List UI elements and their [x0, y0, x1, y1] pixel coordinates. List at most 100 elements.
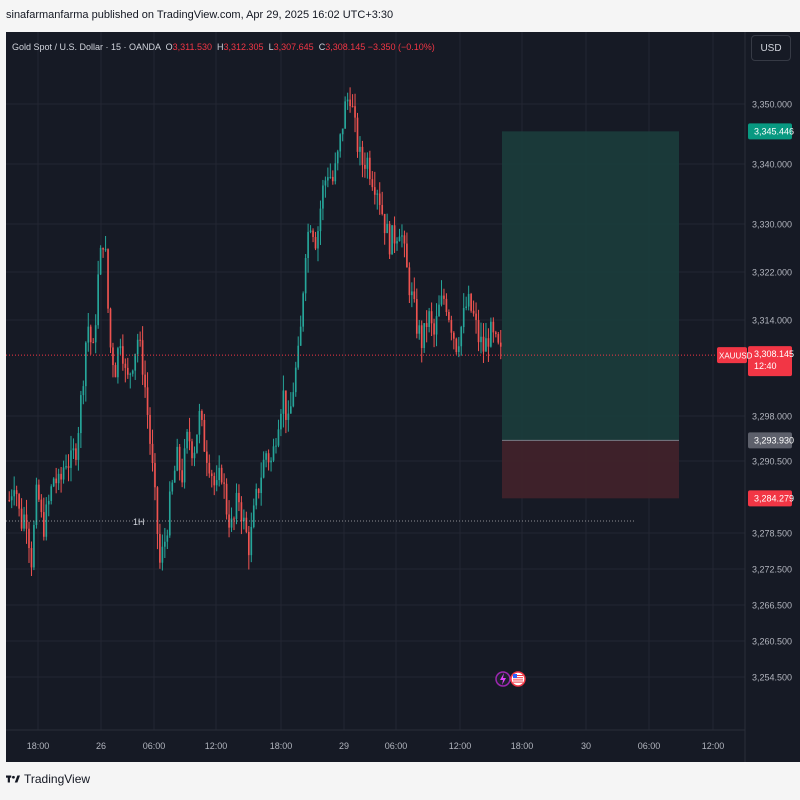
- candle-body: [117, 348, 119, 378]
- candle-body: [294, 367, 297, 393]
- candle-body: [176, 446, 179, 471]
- candle-body: [107, 249, 109, 309]
- candle-body: [255, 488, 258, 506]
- candle-body: [28, 528, 30, 549]
- time-tick-label: 06:00: [385, 741, 408, 751]
- candle-body: [304, 258, 307, 294]
- candle-body: [23, 514, 25, 529]
- candle-body: [238, 492, 240, 503]
- candle-body: [35, 484, 38, 525]
- candle-body: [386, 223, 388, 234]
- candle-body: [457, 346, 460, 353]
- candle-body: [499, 342, 502, 347]
- candle-body: [408, 267, 411, 296]
- candle-body: [139, 339, 141, 341]
- candle-body: [233, 518, 235, 520]
- candle-body: [47, 500, 50, 505]
- candle-body: [267, 453, 270, 463]
- candle-body: [240, 502, 243, 522]
- candle-body: [62, 467, 65, 480]
- candle-body: [277, 429, 280, 446]
- candle-body: [89, 326, 92, 343]
- candle-body: [322, 185, 324, 209]
- candle-body: [60, 473, 62, 480]
- candle-body: [465, 306, 468, 309]
- candle-body: [245, 517, 248, 532]
- candle-body: [287, 413, 290, 420]
- currency-button[interactable]: USD: [751, 35, 791, 61]
- candle-body: [171, 482, 174, 492]
- candle-body: [198, 410, 201, 435]
- candle-body: [102, 247, 104, 250]
- tradingview-logo[interactable]: TradingView: [6, 772, 90, 786]
- candle-body: [327, 177, 329, 181]
- us-flag-stripe: [513, 675, 523, 676]
- candle-body: [252, 505, 255, 528]
- candle-body: [440, 295, 443, 305]
- candle-body: [292, 392, 295, 407]
- candle-body: [230, 518, 233, 528]
- candle-body: [487, 338, 490, 347]
- time-tick-label: 29: [339, 741, 349, 751]
- symbol-title: Gold Spot / U.S. Dollar · 15 · OANDA: [12, 42, 161, 52]
- candle-body: [435, 316, 438, 335]
- candle-body: [183, 448, 186, 483]
- price-change: −3.350 (−0.10%): [367, 42, 435, 52]
- candle-body: [10, 496, 13, 501]
- candle-body: [196, 434, 198, 453]
- price-tick-label: 3,260.500: [752, 637, 792, 647]
- candle-body: [250, 527, 253, 556]
- candle-body: [206, 451, 208, 463]
- candle-body: [282, 390, 285, 414]
- tradingview-brand: TradingView: [24, 772, 91, 786]
- h1-level-label: 1H: [133, 517, 145, 527]
- candle-body: [215, 480, 218, 486]
- candle-body: [341, 128, 344, 135]
- candle-body: [156, 487, 159, 534]
- candle-body: [354, 106, 356, 118]
- candle-body: [297, 345, 300, 368]
- candle-body: [129, 373, 132, 375]
- candle-body: [87, 326, 90, 343]
- candle-body: [420, 325, 423, 349]
- candle-body: [141, 340, 144, 375]
- candle-body: [477, 320, 480, 343]
- stop-price-tag: [748, 490, 792, 507]
- candle-body: [349, 99, 351, 107]
- candle-body: [109, 308, 112, 348]
- ohlc-high: H3,312.305: [217, 42, 264, 52]
- price-tick-label: 3,322.000: [752, 268, 792, 278]
- candle-body: [480, 336, 482, 343]
- candle-body: [334, 163, 337, 182]
- price-tick-label: 3,330.000: [752, 220, 792, 230]
- candle-body: [270, 460, 272, 463]
- candle-body: [18, 494, 20, 509]
- candle-body: [331, 176, 334, 182]
- ohlc-open: O3,311.530: [165, 42, 212, 52]
- candle-body: [188, 431, 191, 442]
- candle-body: [210, 473, 213, 477]
- candle-body: [314, 237, 317, 249]
- candle-body: [134, 354, 137, 371]
- candle-body: [324, 180, 327, 186]
- candle-body: [225, 483, 228, 515]
- candle-body: [228, 514, 230, 528]
- candle-body: [38, 484, 40, 500]
- candle-body: [307, 231, 309, 259]
- candle-body: [154, 463, 156, 488]
- candle-body: [339, 134, 342, 152]
- candle-body: [72, 448, 75, 451]
- time-tick-label: 12:00: [205, 741, 228, 751]
- candle-body: [20, 508, 23, 529]
- candle-body: [425, 323, 428, 327]
- candle-body: [257, 488, 260, 494]
- price-tick-label: 3,314.000: [752, 316, 792, 326]
- candle-body: [168, 491, 171, 536]
- time-tick-label: 18:00: [270, 741, 293, 751]
- candle-body: [450, 320, 453, 333]
- candle-body: [40, 499, 43, 513]
- candle-body: [136, 339, 139, 355]
- publish-info: sinafarmanfarma published on TradingView…: [6, 9, 394, 21]
- target-price-tag-text: 3,345.446: [754, 126, 794, 136]
